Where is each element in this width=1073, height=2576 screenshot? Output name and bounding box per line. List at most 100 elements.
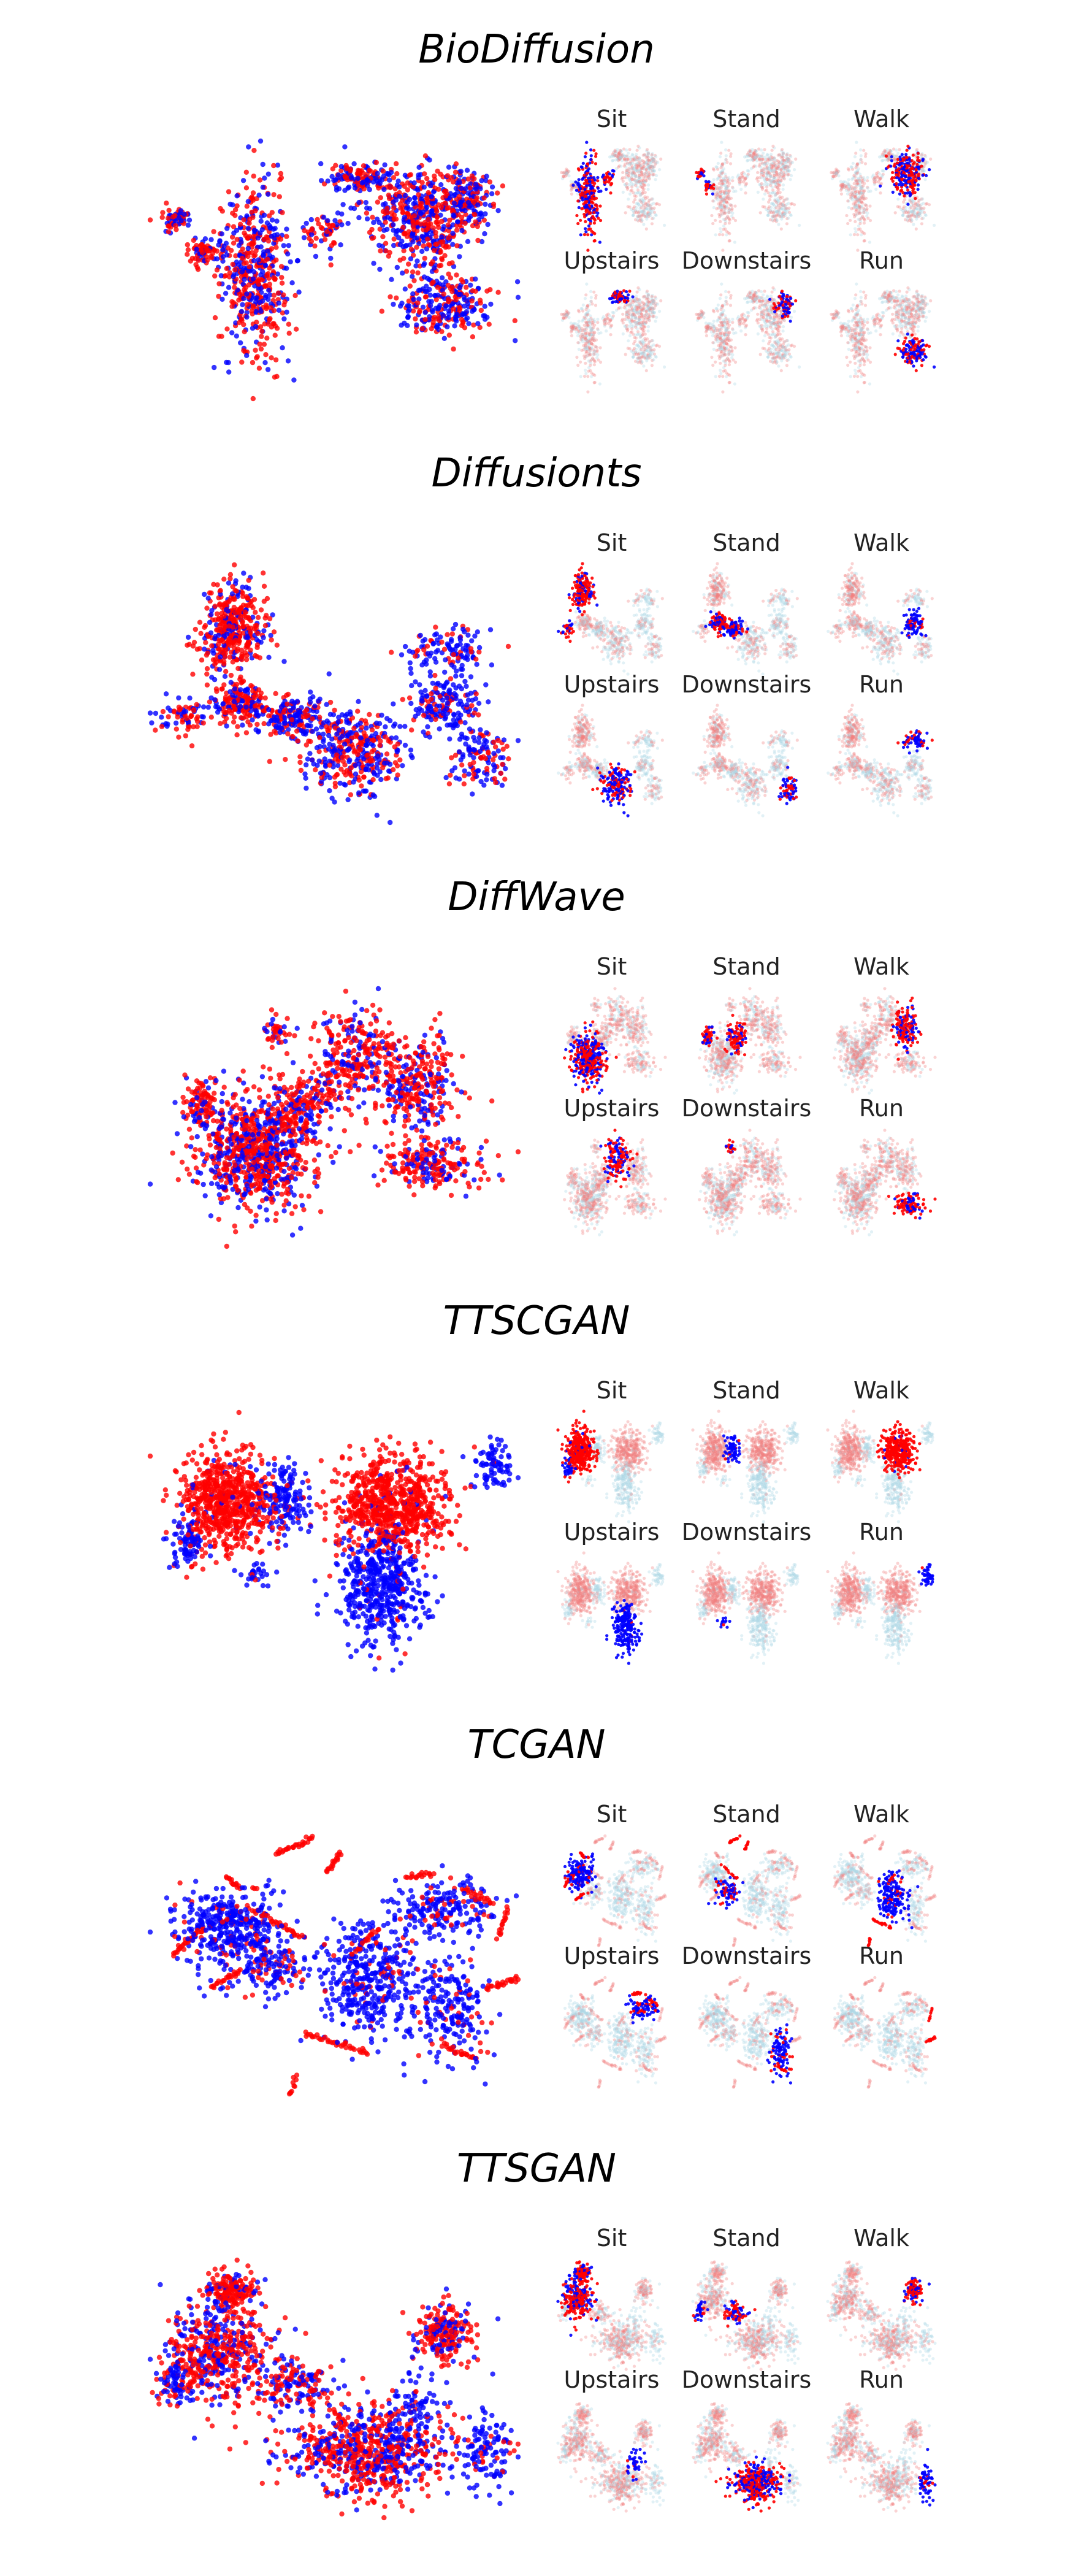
- point: [274, 218, 279, 223]
- point: [280, 345, 284, 350]
- point: [408, 283, 413, 288]
- point: [458, 200, 463, 205]
- point: [281, 293, 286, 297]
- point: [240, 256, 245, 261]
- highlight-point: [585, 141, 588, 144]
- point: [484, 174, 489, 178]
- point: [194, 247, 199, 251]
- point: [234, 193, 239, 198]
- background-point: [647, 183, 650, 186]
- background-point: [631, 153, 634, 156]
- point: [435, 215, 440, 220]
- point: [258, 139, 263, 144]
- highlight-point: [571, 184, 575, 187]
- background-point: [645, 156, 648, 159]
- point: [436, 187, 441, 192]
- background-point: [638, 158, 641, 161]
- point: [422, 310, 427, 315]
- point: [491, 202, 496, 207]
- point: [273, 358, 278, 362]
- background-point: [655, 202, 658, 205]
- point: [367, 187, 372, 192]
- point: [271, 275, 276, 280]
- point: [244, 315, 249, 320]
- point: [403, 243, 408, 248]
- point: [265, 321, 270, 326]
- point: [459, 228, 464, 233]
- point: [229, 330, 234, 335]
- highlight-point: [585, 184, 588, 187]
- point: [185, 252, 189, 257]
- point: [280, 210, 284, 215]
- point: [349, 175, 354, 180]
- highlight-point: [579, 219, 582, 222]
- point: [439, 329, 444, 334]
- point: [453, 170, 458, 175]
- background-point: [623, 164, 626, 167]
- point: [451, 193, 456, 198]
- point: [242, 277, 246, 282]
- point: [346, 185, 351, 190]
- point: [247, 264, 252, 269]
- point: [435, 285, 440, 289]
- point: [431, 190, 436, 194]
- point: [242, 329, 247, 334]
- point: [356, 176, 361, 181]
- point: [259, 219, 264, 224]
- point: [378, 248, 383, 253]
- point: [414, 329, 419, 334]
- point: [224, 226, 229, 231]
- highlight-point: [594, 162, 597, 165]
- point: [391, 302, 395, 307]
- background-point: [643, 184, 646, 187]
- point: [208, 237, 213, 242]
- point: [199, 248, 204, 253]
- point: [241, 296, 246, 301]
- highlight-point: [576, 222, 579, 225]
- background-point: [746, 159, 749, 163]
- point: [466, 321, 471, 326]
- point: [364, 210, 369, 215]
- point: [433, 230, 438, 235]
- point: [475, 202, 480, 207]
- point: [164, 201, 169, 205]
- point: [431, 225, 436, 230]
- point: [488, 302, 493, 307]
- point: [411, 227, 416, 232]
- point: [495, 191, 500, 196]
- point: [237, 292, 242, 297]
- point: [454, 228, 459, 232]
- point: [166, 223, 170, 228]
- background-point: [634, 180, 637, 183]
- point: [422, 317, 427, 322]
- point: [263, 352, 268, 357]
- background-point: [622, 191, 625, 194]
- point: [416, 192, 421, 197]
- point: [365, 217, 370, 221]
- point: [425, 237, 430, 242]
- point: [402, 231, 407, 236]
- point: [451, 347, 456, 351]
- highlight-point: [592, 211, 595, 214]
- point: [490, 185, 495, 190]
- point: [275, 232, 280, 237]
- point: [438, 239, 443, 244]
- point: [239, 269, 244, 274]
- background-point: [652, 217, 655, 220]
- point: [384, 227, 389, 232]
- background-point: [626, 186, 629, 189]
- subplot-stand: Stand: [695, 105, 801, 252]
- point: [452, 323, 457, 328]
- highlight-point: [584, 204, 587, 207]
- point: [259, 329, 264, 334]
- point: [388, 250, 392, 255]
- point: [329, 263, 334, 267]
- point: [284, 310, 289, 315]
- point: [407, 307, 411, 312]
- point: [257, 342, 262, 347]
- point: [391, 222, 395, 227]
- highlight-point: [588, 180, 591, 183]
- point: [353, 185, 357, 190]
- background-point: [635, 153, 638, 156]
- point: [259, 347, 264, 351]
